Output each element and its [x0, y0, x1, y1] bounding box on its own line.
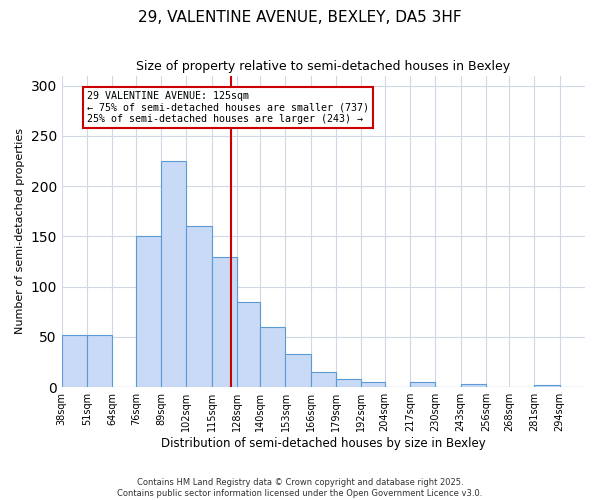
Bar [260, 327, 286, 387]
Bar [186, 226, 212, 387]
Bar [87, 335, 112, 387]
Y-axis label: Number of semi-detached properties: Number of semi-detached properties [15, 128, 25, 334]
Text: 29 VALENTINE AVENUE: 125sqm
← 75% of semi-detached houses are smaller (737)
25% : 29 VALENTINE AVENUE: 125sqm ← 75% of sem… [87, 90, 369, 124]
Bar [212, 256, 237, 387]
Text: 29, VALENTINE AVENUE, BEXLEY, DA5 3HF: 29, VALENTINE AVENUE, BEXLEY, DA5 3HF [138, 10, 462, 25]
Bar [336, 379, 361, 387]
Bar [461, 384, 486, 387]
Bar [286, 354, 311, 387]
Bar [311, 372, 336, 387]
Text: Contains HM Land Registry data © Crown copyright and database right 2025.
Contai: Contains HM Land Registry data © Crown c… [118, 478, 482, 498]
Bar [62, 335, 87, 387]
X-axis label: Distribution of semi-detached houses by size in Bexley: Distribution of semi-detached houses by … [161, 437, 486, 450]
Bar [237, 302, 260, 387]
Bar [535, 385, 560, 387]
Bar [136, 236, 161, 387]
Title: Size of property relative to semi-detached houses in Bexley: Size of property relative to semi-detach… [136, 60, 511, 73]
Bar [410, 382, 435, 387]
Bar [361, 382, 385, 387]
Bar [161, 161, 186, 387]
